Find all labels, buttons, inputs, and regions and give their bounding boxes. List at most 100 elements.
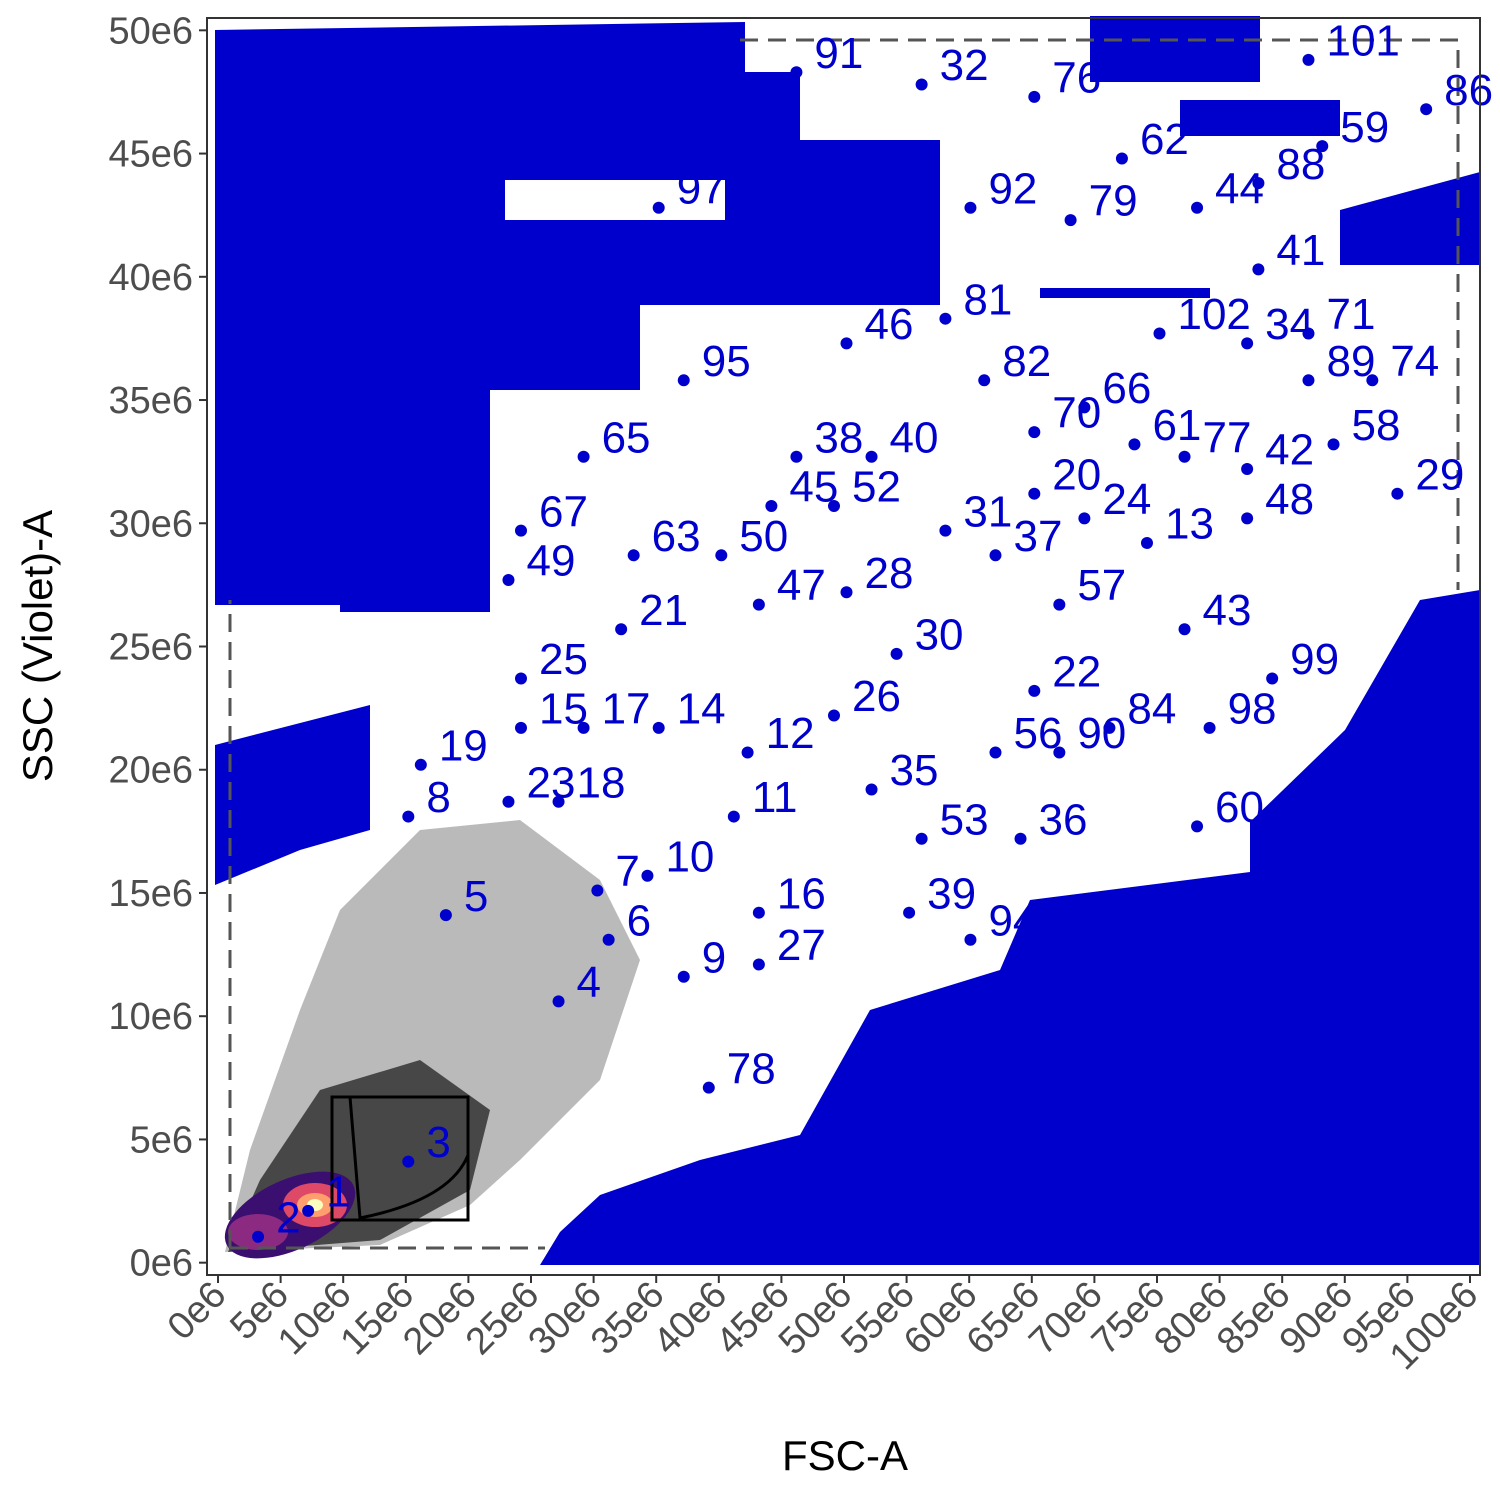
point-label: 37 [1013, 512, 1062, 561]
point [915, 78, 928, 91]
point [552, 995, 565, 1008]
point [414, 758, 427, 771]
y-tick-label: 0e6 [130, 1243, 193, 1285]
point-label: 46 [865, 300, 914, 349]
point-label: 59 [1340, 103, 1389, 152]
point [840, 586, 853, 599]
point [752, 906, 765, 919]
point-label: 102 [1177, 290, 1250, 339]
point [627, 549, 640, 562]
point [1028, 684, 1041, 697]
point-label: 21 [639, 586, 688, 635]
point [1241, 463, 1254, 476]
point-label: 86 [1444, 66, 1493, 115]
point-label: 63 [652, 512, 701, 561]
point [964, 201, 977, 214]
y-tick-label: 5e6 [130, 1119, 193, 1161]
point [1115, 152, 1128, 165]
point [1103, 721, 1116, 734]
point [1316, 140, 1329, 153]
point-label: 78 [727, 1044, 776, 1093]
point-label: 26 [852, 672, 901, 721]
point-label: 92 [988, 164, 1037, 213]
y-tick-label: 40e6 [108, 257, 193, 299]
point-label: 22 [1052, 647, 1101, 696]
point [752, 598, 765, 611]
point-label: 66 [1102, 364, 1151, 413]
point-label: 2 [276, 1193, 300, 1242]
point [1241, 337, 1254, 350]
overplot-region [540, 590, 1480, 1265]
y-tick-label: 50e6 [108, 10, 193, 52]
y-tick-label: 10e6 [108, 996, 193, 1038]
point-label: 36 [1039, 795, 1088, 844]
dashed-gate [228, 38, 1460, 1250]
point [702, 1081, 715, 1094]
point [741, 746, 754, 759]
points-layer: 1234567891011121314151617181920212223242… [252, 17, 1493, 1243]
point-label: 38 [814, 413, 863, 462]
point-label: 3 [426, 1118, 450, 1167]
point-label: 99 [1290, 635, 1339, 684]
point-label: 24 [1102, 475, 1151, 524]
point [641, 869, 654, 882]
point [865, 783, 878, 796]
point [577, 450, 590, 463]
point [1266, 672, 1279, 685]
point [840, 337, 853, 350]
point [402, 810, 415, 823]
point [439, 909, 452, 922]
point-label: 95 [702, 337, 751, 386]
point [1078, 512, 1091, 525]
point-label: 65 [602, 413, 651, 462]
point-label: 25 [539, 635, 588, 684]
point [865, 450, 878, 463]
point [1028, 426, 1041, 439]
point-label: 42 [1265, 426, 1314, 475]
point-label: 23 [526, 758, 575, 807]
overplot-region [215, 22, 940, 612]
point [1128, 438, 1141, 451]
point [790, 66, 803, 79]
point [652, 201, 665, 214]
point-label: 48 [1265, 475, 1314, 524]
point-label: 11 [752, 773, 798, 822]
point-label: 89 [1326, 337, 1375, 386]
point-label: 31 [963, 487, 1012, 536]
point [677, 374, 690, 387]
point-label: 57 [1077, 561, 1126, 610]
y-tick-label: 30e6 [108, 503, 193, 545]
point-label: 94 [988, 896, 1037, 945]
point [827, 709, 840, 722]
point-label: 67 [539, 487, 588, 536]
point-label: 41 [1276, 226, 1325, 275]
point [302, 1204, 315, 1217]
overplot-region [1090, 16, 1260, 82]
point [1252, 263, 1265, 276]
point-label: 29 [1415, 450, 1464, 499]
point-label: 84 [1127, 684, 1176, 733]
point [615, 623, 628, 636]
y-axis-title: SSC (Violet)-A [14, 510, 61, 782]
point-label: 76 [1052, 53, 1101, 102]
point [502, 573, 515, 586]
point [989, 549, 1002, 562]
point [252, 1230, 265, 1243]
point [402, 1155, 415, 1168]
point [1053, 598, 1066, 611]
overplot-region [1040, 288, 1210, 298]
point [1302, 374, 1315, 387]
point [890, 647, 903, 660]
point-label: 70 [1052, 389, 1101, 438]
point [752, 958, 765, 971]
point-label: 18 [577, 758, 626, 807]
point-label: 12 [766, 709, 815, 758]
point-label: 34 [1265, 300, 1314, 349]
point [964, 933, 977, 946]
overplot-gap [505, 180, 725, 220]
point [1203, 721, 1216, 734]
point-label: 5 [464, 872, 488, 921]
point-label: 53 [940, 795, 989, 844]
point [915, 832, 928, 845]
point [1178, 623, 1191, 636]
